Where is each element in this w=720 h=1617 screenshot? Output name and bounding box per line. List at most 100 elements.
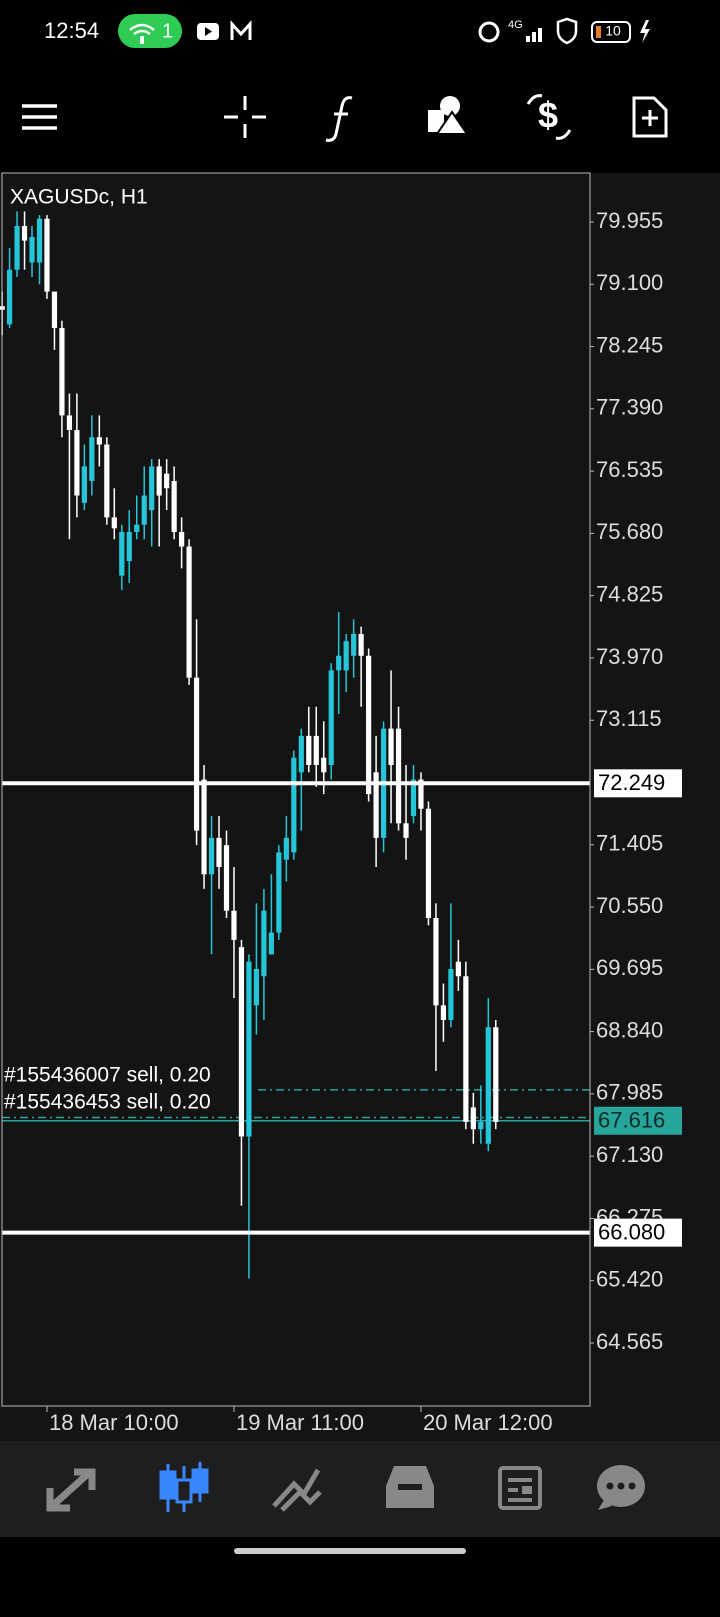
candle-body [164,473,170,489]
quotes-tab[interactable] [46,1468,96,1512]
order-label: #155436453 sell, 0.20 [4,1091,211,1114]
candle-body [246,961,252,1137]
y-tick-label: 79.100 [596,270,663,295]
y-tick-label: 70.550 [596,893,663,918]
candle-body [455,961,461,977]
alarm-icon [478,21,500,43]
candle-body [336,655,342,671]
trade-tab[interactable] [272,1468,322,1512]
x-tick-label: 18 Mar 10:00 [49,1410,179,1435]
candle-body [201,779,207,875]
chart-frame [1,172,591,1407]
menu-button[interactable] [22,104,57,130]
candle-body [358,633,364,656]
candle-body [410,779,417,817]
chart-tab[interactable] [159,1462,209,1512]
news-tab[interactable] [498,1466,542,1510]
candle-body [425,808,432,918]
level-label-box [594,769,682,798]
candle-body [44,218,50,292]
candle-body [463,976,469,1122]
candle-body [81,466,87,503]
history-tab[interactable] [386,1466,434,1508]
candle-body [51,291,58,328]
candle-body [111,517,117,529]
candle-body [283,837,289,860]
gmail-icon [230,20,252,40]
y-tick-label: 79.955 [596,208,663,233]
candle-body [126,531,132,562]
candle-body [208,837,215,875]
candle-body [313,735,319,766]
charging-icon [640,20,650,43]
candle-body [343,641,349,671]
y-tick-label: 65.420 [596,1267,663,1292]
chart-background [0,173,720,1441]
y-tick-label: 76.535 [596,457,663,482]
candle-body [134,524,140,532]
y-tick-label: 68.840 [596,1017,663,1042]
trade-button[interactable]: $ [526,94,572,140]
candle-body [186,546,192,678]
candle-body [119,531,125,576]
candle-body [493,1027,499,1122]
candle-body [388,728,394,766]
indicators-button[interactable] [325,96,353,142]
crosshair-button[interactable] [224,96,266,138]
candle-body [179,531,185,547]
candle-body [36,218,43,263]
y-tick-label: 64.565 [596,1329,663,1354]
candle-body [433,917,439,1006]
candle-body [351,633,357,656]
candle-body [418,779,424,809]
y-tick-label: 71.405 [596,831,663,856]
hotspot-icon [140,36,144,44]
candle-body [216,837,222,867]
candle-body [478,1121,484,1130]
candle-body [14,226,20,270]
candle-body [440,1005,447,1020]
level-label-box [594,1218,682,1247]
candle-body [141,495,147,525]
candle-body [29,236,35,263]
candle-body [223,845,230,911]
x-tick-label: 19 Mar 11:00 [236,1410,364,1435]
candle-body [66,415,73,430]
candle-body [89,437,95,481]
candle-body [104,444,110,518]
candle-body [253,968,260,1006]
chat-tab[interactable] [597,1465,645,1510]
y-tick-label: 77.390 [596,395,663,420]
y-tick-label: 74.825 [596,581,663,606]
candle-body [395,728,402,824]
candle-body [231,910,237,940]
candle-body [321,757,327,773]
candle-body [238,947,245,1137]
y-tick-label: 78.245 [596,332,663,357]
objects-button[interactable] [428,96,469,135]
chart: 79.955 79.100 78.245 77.390 76.535 75.680 74.8… [0,208,682,1435]
candle-body [470,1107,476,1130]
hotspot-pill [118,14,182,48]
candle-body [298,735,304,773]
candle-body [156,466,162,496]
candle-body [96,437,102,445]
signal-icon [526,28,542,42]
candle-body [74,429,80,496]
candle-body [193,677,200,831]
gesture-bar [234,1548,466,1554]
candle-body [261,910,267,977]
candle-body [403,823,409,838]
clock: 12:54 [44,18,99,43]
bid-label: 67.616 [598,1108,665,1133]
candle-body [373,772,379,838]
new-order-button[interactable] [632,96,668,138]
candle-body [21,226,28,241]
chart-title: XAGUSDc, H1 [10,186,148,209]
network-type: 4G [508,19,523,31]
order-label: #155436007 sell, 0.20 [4,1064,211,1087]
candle-body [306,735,312,766]
candle-body [6,269,13,325]
candle-body [59,327,65,416]
candle-body [485,1027,491,1144]
